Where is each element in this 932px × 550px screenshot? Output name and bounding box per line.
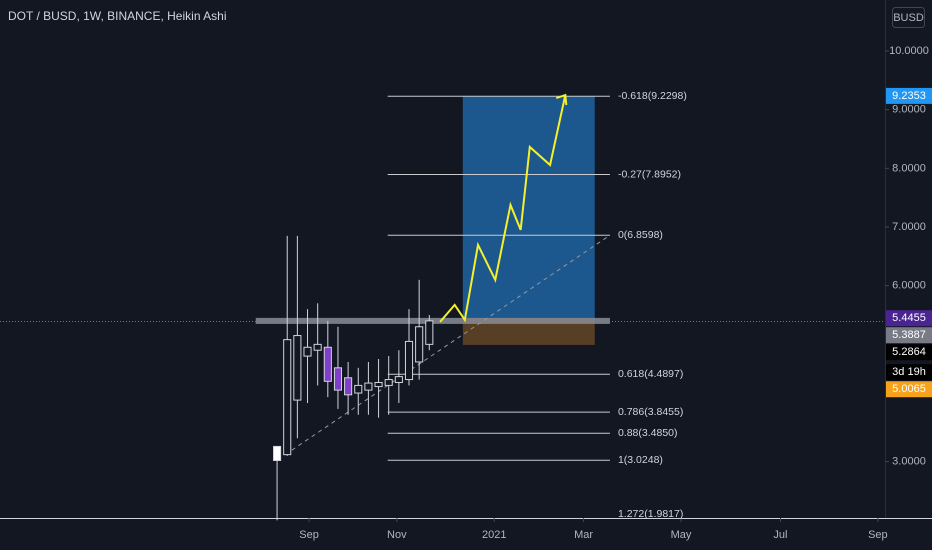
x-tick-label: Sep (868, 529, 888, 541)
fib-label: -0.618(9.2298) (618, 90, 687, 102)
currency-label[interactable]: BUSD (893, 12, 924, 24)
currency-button[interactable] (892, 7, 925, 28)
x-tick-label: Jul (773, 529, 787, 541)
candle-body (384, 379, 393, 386)
x-tick-label: Sep (299, 529, 319, 541)
x-tick-label: Mar (574, 529, 593, 541)
fib-label: 0.786(3.8455) (618, 406, 683, 418)
candle-body (364, 382, 373, 391)
price-marker (886, 344, 932, 361)
price-marker (886, 310, 932, 327)
candle-body (415, 326, 424, 363)
price-marker (886, 381, 932, 398)
chart-title: DOT / BUSD, 1W, BINANCE, Heikin Ashi (8, 9, 227, 23)
candle-body (323, 346, 332, 382)
candle-body (273, 445, 282, 462)
candle-body (354, 384, 363, 394)
x-tick-label: May (671, 529, 692, 541)
price-marker-label: 5.0065 (892, 383, 926, 395)
trend-line (284, 234, 611, 456)
fib-label: 1.272(1.9817) (618, 508, 683, 520)
candle-body (425, 320, 434, 345)
candle-body (374, 381, 383, 388)
fib-label: 0.88(3.4850) (618, 427, 678, 439)
candle-body (404, 340, 414, 381)
x-tick-label: Nov (387, 529, 407, 541)
x-tick-label: 2021 (482, 529, 506, 541)
candle-body (313, 343, 322, 351)
candle-body (303, 346, 312, 357)
price-marker (886, 87, 932, 104)
fib-label: 0.618(4.4897) (618, 368, 683, 380)
price-marker-label: 5.4455 (892, 312, 926, 324)
y-tick-label: 7.0000 (892, 221, 926, 233)
fib-label: -0.27(7.8952) (618, 168, 681, 180)
target-box (462, 96, 595, 319)
price-marker (886, 327, 932, 344)
countdown-label: 3d 19h (892, 366, 926, 378)
projection-path (439, 94, 567, 323)
y-tick-label: 6.0000 (892, 280, 926, 292)
candle-body (293, 335, 302, 401)
fib-label: 0(6.8598) (618, 229, 663, 241)
candle-body (283, 339, 292, 456)
fib-label: 1(3.0248) (618, 454, 663, 466)
y-tick-label: 9.0000 (892, 104, 926, 116)
y-tick-label: 10.0000 (889, 45, 929, 57)
price-marker-label: 5.3887 (892, 329, 926, 341)
projection-arrow (555, 93, 568, 106)
y-tick-label: 8.0000 (892, 162, 926, 174)
candle-body (394, 376, 403, 383)
price-marker-label: 5.2864 (892, 346, 926, 358)
candle-body (344, 377, 353, 396)
candle-body (333, 367, 343, 391)
y-tick-label: 3.0000 (892, 456, 926, 468)
countdown-box (886, 364, 932, 381)
price-marker-label: 9.2353 (892, 90, 926, 102)
